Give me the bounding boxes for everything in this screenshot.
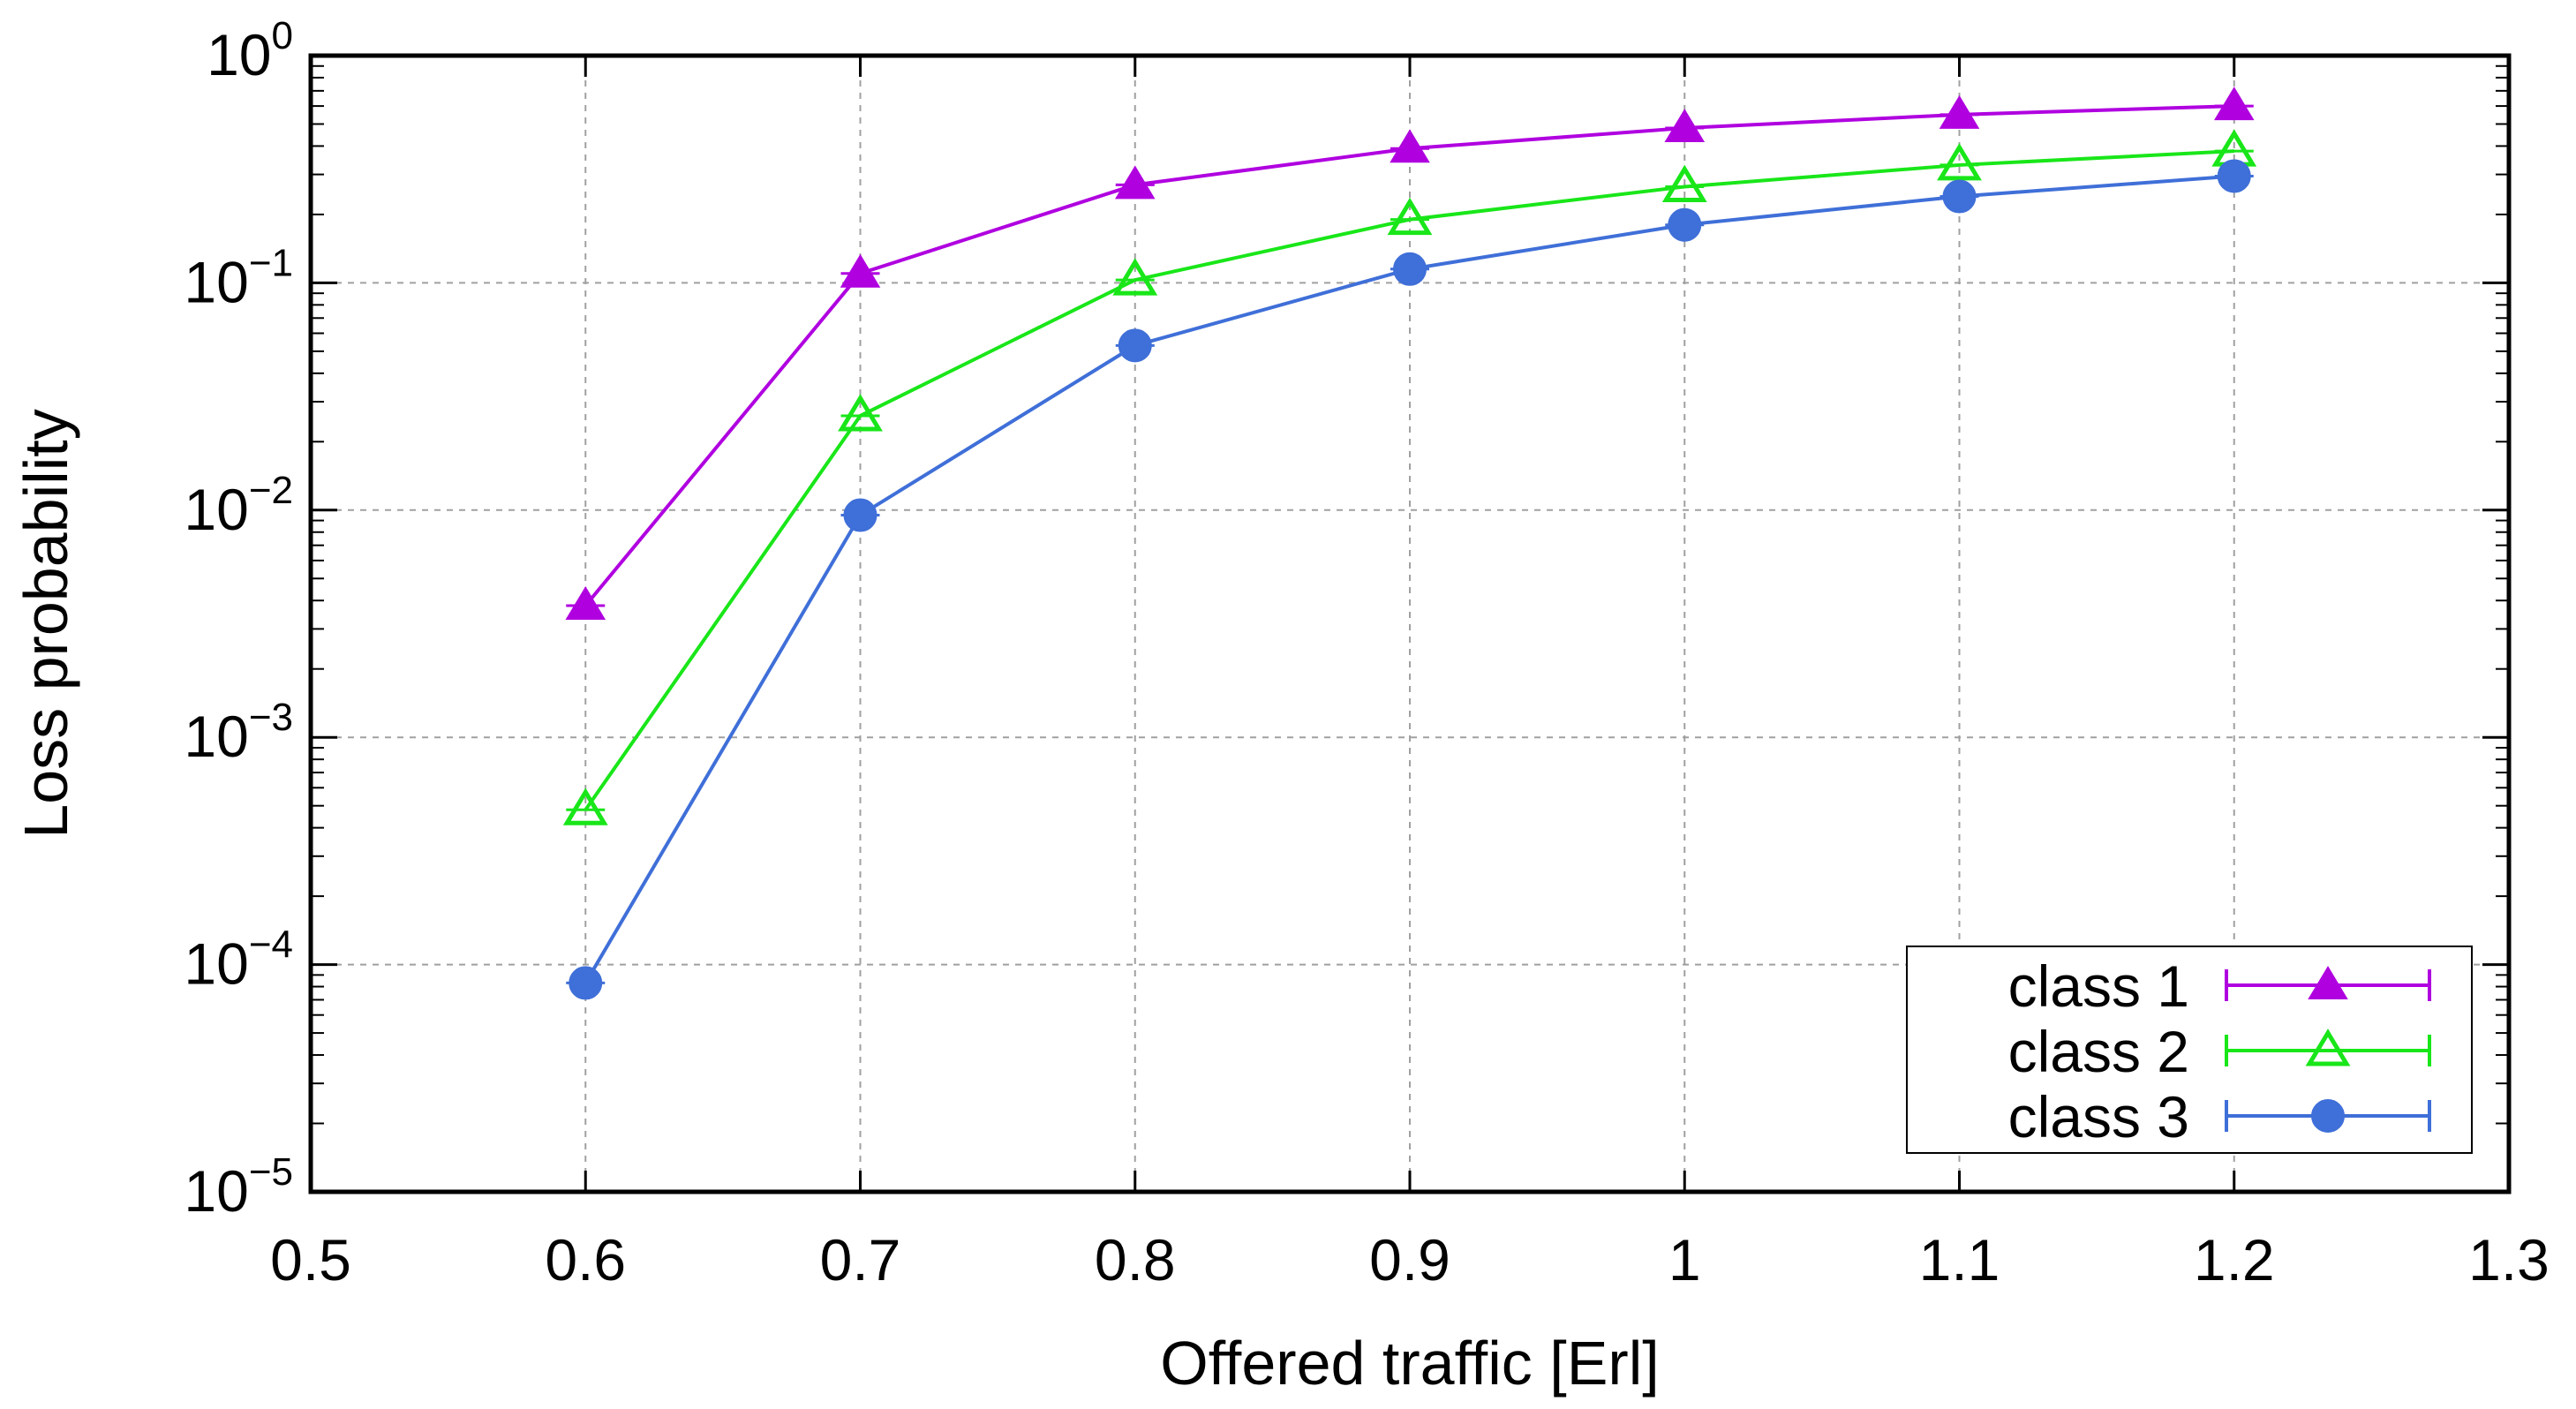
legend-label: class 3 — [2008, 1084, 2189, 1149]
x-tick-label: 1.1 — [1919, 1227, 2000, 1292]
y-tick-label: 100 — [207, 14, 293, 87]
data-point — [1942, 179, 1977, 214]
x-tick-label: 0.6 — [545, 1227, 626, 1292]
data-point — [1393, 252, 1427, 286]
data-point — [1661, 164, 1707, 202]
data-point — [562, 787, 608, 825]
data-point — [569, 966, 603, 1000]
x-axis-title: Offered traffic [Erl] — [1160, 1329, 1659, 1398]
x-tick-label: 0.8 — [1095, 1227, 1176, 1292]
series-group — [562, 87, 2257, 1000]
data-point — [840, 253, 881, 288]
data-point — [1118, 328, 1152, 363]
y-tick-label: 10−3 — [184, 696, 293, 769]
data-point — [1668, 207, 1702, 242]
data-point — [1937, 143, 1982, 181]
x-tick-label: 1.3 — [2468, 1227, 2550, 1292]
y-axis-title: Loss probability — [11, 409, 80, 838]
x-tick-label: 0.9 — [1369, 1227, 1450, 1292]
legend-marker — [2308, 966, 2348, 999]
series-class-2 — [562, 129, 2257, 825]
data-point — [2217, 159, 2251, 193]
y-tick-label: 10−4 — [184, 923, 293, 997]
axes: 0.5 0.6 0.7 0.8 0.9 1 1.1 1.2 1.3 100 10−1 10−2 10−3… — [184, 14, 2549, 1292]
x-tick-label: 1.2 — [2194, 1227, 2275, 1292]
x-tick-label: 0.5 — [270, 1227, 351, 1292]
data-point — [1387, 197, 1433, 236]
plot-frame — [308, 53, 2512, 1194]
data-point — [838, 394, 883, 432]
y-tick-label: 10−1 — [184, 241, 293, 314]
data-point — [843, 498, 877, 532]
legend-label: class 2 — [2008, 1019, 2189, 1084]
data-point — [1664, 109, 1706, 143]
data-point — [565, 586, 606, 620]
x-tick-label: 0.7 — [820, 1227, 901, 1292]
series-class-1 — [565, 87, 2255, 620]
legend-label: class 1 — [2008, 953, 2189, 1019]
data-point — [1114, 165, 1156, 200]
legend-marker — [2311, 1099, 2345, 1133]
y-tick-label: 10−5 — [184, 1150, 293, 1224]
series-class-3 — [566, 159, 2254, 1000]
y-tick-label: 10−2 — [184, 469, 293, 542]
x-tick-label: 1 — [1668, 1227, 1701, 1292]
data-point — [1112, 258, 1158, 296]
data-point — [1390, 129, 1430, 163]
data-point — [2213, 87, 2255, 121]
data-point — [1939, 94, 1980, 129]
legend-marker — [2305, 1028, 2351, 1066]
